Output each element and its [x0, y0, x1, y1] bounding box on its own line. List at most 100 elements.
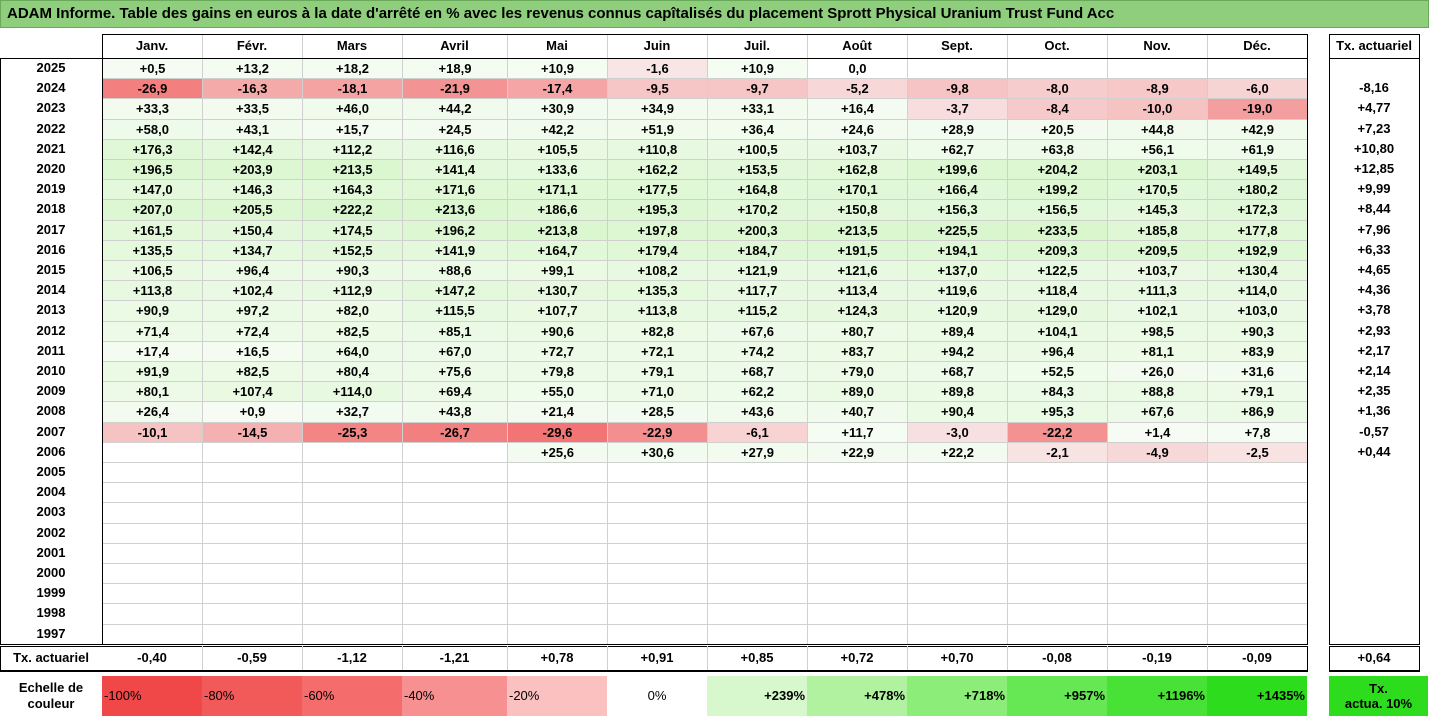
table-cell [403, 503, 507, 522]
table-cell: +102,1 [1108, 301, 1207, 321]
table-border [1329, 646, 1420, 647]
table-cell [203, 463, 302, 482]
table-cell: +164,8 [708, 180, 807, 200]
table-cell: -1,6 [608, 59, 707, 79]
table-cell [508, 544, 607, 563]
table-cell [608, 544, 707, 563]
table-cell: +116,6 [403, 139, 507, 159]
table-cell: +42,9 [1208, 119, 1307, 139]
table-cell: +98,5 [1108, 321, 1207, 341]
table-cell [708, 524, 807, 543]
table-cell [203, 443, 302, 462]
table-cell: +147,0 [103, 180, 202, 200]
table-cell: +200,3 [708, 220, 807, 240]
table-cell: +63,8 [1008, 139, 1107, 159]
table-cell [303, 584, 402, 603]
table-cell [808, 483, 907, 502]
grid-line [102, 199, 1307, 201]
table-cell: +171,6 [403, 180, 507, 200]
table-cell: -19,0 [1208, 99, 1307, 119]
table-cell: +27,9 [708, 442, 807, 462]
table-cell: +196,5 [103, 160, 202, 180]
table-cell: +83,9 [1208, 341, 1307, 361]
table-cell: +18,9 [403, 59, 507, 79]
table-cell: +32,7 [303, 402, 402, 422]
table-cell: +21,4 [508, 402, 607, 422]
table-cell: -3,0 [908, 422, 1007, 442]
table-border [102, 34, 1308, 35]
table-cell: +184,7 [708, 240, 807, 260]
grid-line [102, 98, 1307, 100]
table-cell: +133,6 [508, 160, 607, 180]
table-cell [1008, 564, 1107, 583]
grid-line [102, 239, 1307, 241]
year-label: 2003 [36, 504, 66, 520]
annual-rate-cell: -0,57 [1359, 423, 1389, 439]
table-cell: +97,2 [203, 301, 302, 321]
table-cell: +56,1 [1108, 139, 1207, 159]
table-cell [808, 503, 907, 522]
annual-rate-cell [1329, 543, 1419, 563]
table-cell: +199,6 [908, 160, 1007, 180]
month-header: Avril [440, 38, 469, 53]
tx-row-cell: +0,70 [940, 650, 974, 665]
annual-rate-cell [1329, 603, 1419, 623]
table-cell: +195,3 [608, 200, 707, 220]
table-cell [1208, 564, 1307, 583]
year-label: 2018 [36, 201, 66, 217]
year-label: 2016 [36, 241, 66, 257]
table-cell: +113,4 [808, 281, 907, 301]
table-cell: +172,3 [1208, 200, 1307, 220]
year-label: 2008 [36, 403, 66, 419]
grid-line [707, 646, 708, 670]
grid-line [102, 462, 1307, 463]
color-scale-swatch: -60% [302, 676, 402, 716]
table-cell: +196,2 [403, 220, 507, 240]
year-label: 2014 [36, 282, 66, 298]
grid-line [102, 542, 1307, 544]
table-cell: +55,0 [508, 382, 607, 402]
grid-line [1007, 646, 1008, 670]
color-scale-swatch: +957% [1007, 676, 1107, 716]
table-cell: +71,4 [103, 321, 202, 341]
grid-line [1207, 646, 1208, 670]
table-cell: +68,7 [708, 362, 807, 382]
table-cell: -9,7 [708, 79, 807, 99]
table-cell: +43,1 [203, 119, 302, 139]
table-cell: +107,4 [203, 382, 302, 402]
table-cell: +31,6 [1208, 362, 1307, 382]
table-cell [1208, 59, 1307, 78]
table-cell: +153,5 [708, 160, 807, 180]
table-cell: +83,7 [808, 341, 907, 361]
table-cell [403, 443, 507, 462]
table-cell: +22,9 [808, 442, 907, 462]
table-cell: +174,5 [303, 220, 402, 240]
table-cell: +166,4 [908, 180, 1007, 200]
month-header: Déc. [1243, 38, 1271, 53]
table-cell [1208, 604, 1307, 623]
table-cell: +150,4 [203, 220, 302, 240]
table-cell: -16,3 [203, 79, 302, 99]
grid-line [1207, 34, 1208, 644]
grid-line [102, 603, 1307, 605]
table-cell: +192,9 [1208, 240, 1307, 260]
table-cell: +44,2 [403, 99, 507, 119]
color-scale-swatch: +478% [807, 676, 907, 716]
table-cell: +82,0 [303, 301, 402, 321]
table-cell [103, 564, 202, 583]
table-cell: +103,7 [1108, 261, 1207, 281]
table-cell [508, 483, 607, 502]
table-cell: -14,5 [203, 422, 302, 442]
table-cell: +25,6 [508, 442, 607, 462]
year-label: 2019 [36, 181, 66, 197]
grid-line [102, 361, 1307, 362]
table-cell [303, 544, 402, 563]
table-cell: -21,9 [403, 79, 507, 99]
table-cell: +149,5 [1208, 160, 1307, 180]
table-cell: +164,3 [303, 180, 402, 200]
color-scale-label: Echelle de couleur [0, 676, 102, 716]
table-cell [1108, 564, 1207, 583]
month-header: Sept. [941, 38, 973, 53]
annual-rate-cell: +2,93 [1357, 322, 1391, 338]
table-cell [608, 584, 707, 603]
